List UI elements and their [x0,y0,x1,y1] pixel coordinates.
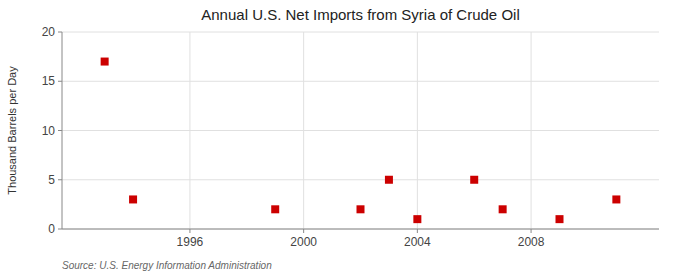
point [556,215,564,223]
x-axis-line [62,229,659,230]
grid-line [189,32,190,229]
chart: 1996 2000 2004 2008 0 5 10 15 20 Thousand Barrels… [0,0,675,275]
grid-line [62,229,659,230]
y-tick [58,32,62,33]
y-tick-label: 20 [42,25,56,39]
point [470,176,478,184]
y-axis-label: Thousand Barrels per Day [6,66,18,195]
x-tick [303,229,304,233]
grid-line [62,81,659,82]
point [612,195,620,203]
grid-line [303,32,304,229]
x-tick-label: 2000 [290,235,317,249]
title: Annual U.S. Net Imports from Syria of Cr… [201,6,519,23]
x-tick [189,229,190,233]
x-tick-label: 1996 [177,235,204,249]
axes: 1996 2000 2004 2008 0 5 10 15 20 [42,25,659,249]
y-tick [58,81,62,82]
grid-line [531,32,532,229]
points [101,58,621,224]
point [499,205,507,213]
annotation: Source: U.S. Energy Information Administ… [62,260,272,271]
grid-line [417,32,418,229]
y-tick-label: 15 [42,74,56,88]
x-tick-label: 2008 [518,235,545,249]
y-tick [58,229,62,230]
point [271,205,279,213]
y-tick-label: 10 [42,124,56,138]
x-tick [417,229,418,233]
grid [62,32,659,229]
y-tick-label: 5 [48,173,55,187]
x-tick [531,229,532,233]
grid-line [62,32,659,33]
y-tick [58,179,62,180]
point [385,176,393,184]
grid-line [62,179,659,180]
point [101,58,109,66]
point [357,205,365,213]
x-tick-label: 2004 [404,235,431,249]
point [413,215,421,223]
y-tick [58,130,62,131]
background [0,0,675,275]
y-tick-label: 0 [48,222,55,236]
grid-line [62,130,659,131]
point [129,195,137,203]
